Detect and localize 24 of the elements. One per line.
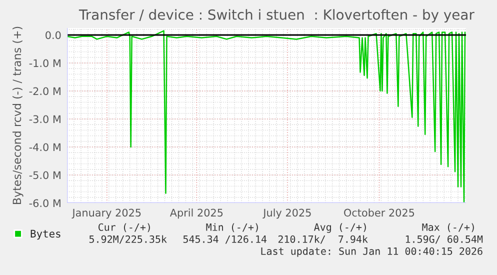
- y-tick-label: -4.0 M: [29, 143, 60, 152]
- x-tick-label: April 2025: [170, 208, 223, 219]
- legend-label: Bytes: [30, 230, 60, 240]
- y-axis-title: Bytes/second rcvd (-) / trans (+): [12, 26, 24, 204]
- y-tick-label: -1.0 M: [29, 59, 60, 68]
- x-tick-label: July 2025: [262, 208, 311, 219]
- chart-title: Transfer / device : Switch i stuen : Klovertoften - by year: [78, 9, 474, 23]
- text: Cur (-/+): [98, 223, 150, 232]
- text: 545.34 /126.14: [183, 235, 267, 244]
- text: 210.17k/ 7.94k: [278, 235, 368, 244]
- x-tick-label: January 2025: [72, 208, 141, 219]
- line-series: [67, 30, 466, 203]
- y-tick-label: -5.0 M: [29, 171, 60, 180]
- text: Avg (-/+): [314, 223, 366, 233]
- y-tick-label: -6.0 M: [29, 199, 60, 208]
- y-tick-label: -3.0 M: [29, 115, 60, 124]
- text: Max (-/+): [422, 223, 474, 232]
- text: Min (-/+): [206, 223, 258, 232]
- text: 5.92M/225.35k: [89, 235, 167, 244]
- y-tick-label: -2.0 M: [29, 87, 60, 96]
- x-tick-label: October 2025: [344, 208, 414, 217]
- text: Last update: Sun Jan 11 00:40:15 2026: [261, 247, 482, 257]
- y-tick-label: 0.0: [46, 31, 61, 40]
- text: 1.59G/ 60.54M: [406, 235, 483, 244]
